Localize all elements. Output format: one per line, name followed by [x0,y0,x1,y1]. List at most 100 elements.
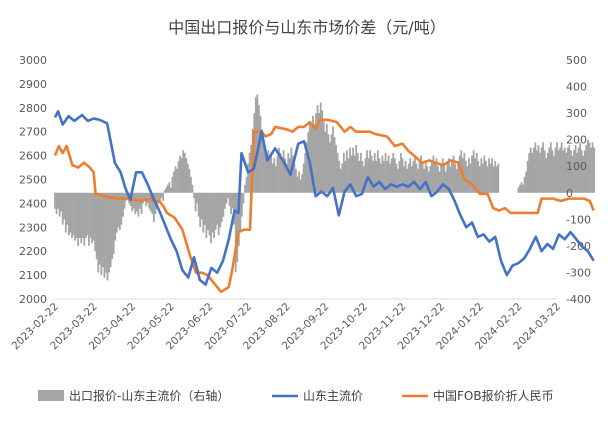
spread-bar [432,155,435,193]
spread-bar [393,158,396,193]
spread-bar [352,147,355,193]
spread-bar [179,155,182,193]
spread-bar [208,192,211,236]
spread-bar [304,152,307,193]
spread-bar [441,158,444,193]
right-tick-label: 300 [566,107,587,120]
spread-bar [478,166,481,193]
spread-bar [418,160,421,193]
spread-bar [149,192,152,212]
spread-bar [485,160,487,193]
spread-bar [451,160,453,193]
spread-bar [400,152,402,193]
spread-bar [216,192,219,225]
spread-bar [271,163,274,193]
spread-bar [225,192,228,204]
spread-bar [89,192,92,238]
spread-bar [468,158,470,193]
spread-bar [363,166,365,193]
spread-bar [472,150,475,193]
spread-bar [378,158,381,193]
spread-bar [415,163,418,193]
spread-bar [447,158,450,193]
spread-bar [449,166,452,193]
spread-bar [186,163,189,193]
spread-bar [117,192,120,228]
spread-bar [586,139,589,193]
spread-bar [100,192,103,276]
spread-bar [455,168,458,193]
spread-bar [409,158,412,193]
spread-bar [278,147,280,193]
right-tick-label: 100 [566,160,587,173]
spread-bar [330,134,333,193]
spread-bar [298,171,300,193]
spread-bar [301,174,304,193]
spread-bar [392,152,395,193]
spread-bar [486,166,489,193]
spread-bar [169,187,172,193]
spread-bar [420,155,422,193]
spread-bar [228,192,231,207]
legend: 出口报价-山东主流价（右轴） 山东主流价 中国FOB报价折人民币 [38,388,554,403]
spread-bar [364,158,367,193]
spread-bar [171,176,174,193]
spread-bar [464,160,467,193]
spread-bar [574,144,577,193]
spread-bar [69,192,72,233]
spread-bar [404,160,407,193]
spread-bar [185,158,188,193]
spread-bar [466,166,469,193]
spread-bar [262,139,265,193]
spread-bar [254,97,257,193]
spread-bar [590,147,592,193]
spread-bar [438,171,441,193]
right-tick-label: 500 [566,54,587,67]
spread-bar [495,166,498,193]
spread-bar [194,192,197,212]
spread-bar [236,192,239,262]
spread-bar [358,160,361,193]
spread-bar [106,192,109,281]
spread-bars [54,94,595,281]
spread-bar [444,171,447,193]
spread-bar [118,192,121,230]
spread-bar [536,150,538,193]
spread-bar [571,155,574,193]
spread-bar [370,155,373,193]
spread-bar [539,152,541,193]
legend-label: 山东主流价 [303,389,363,403]
spread-bar [452,155,455,193]
legend-label: 中国FOB报价折人民币 [433,388,554,403]
spread-bar [315,113,317,193]
left-tick-label: 2700 [19,126,47,139]
spread-bar [196,192,198,204]
spread-bar [546,152,549,193]
spread-bar [80,192,83,244]
spread-bar [242,192,245,204]
spread-bar [230,192,232,215]
spread-bar [54,192,56,209]
spread-bar [577,147,580,193]
spread-bar [523,176,526,193]
left-axis-ticks: 3000 2900 2800 2700 2600 2500 2400 2300 2200 2100… [19,54,47,306]
spread-bar [313,123,316,193]
spread-bar [143,192,146,201]
spread-bar [407,163,410,193]
spread-bar [219,192,222,228]
spread-bar [534,142,537,193]
spread-bar [57,192,59,209]
spread-bar [120,192,123,225]
spread-bar [274,166,277,193]
spread-bar [58,192,61,217]
spread-bar [519,184,521,193]
spread-bar [205,192,208,238]
spread-bar [200,192,203,220]
spread-bar [94,192,97,252]
spread-bar [220,192,223,222]
spread-bar [556,142,558,193]
legend-swatch-bar [38,390,64,401]
spread-bar [347,158,350,193]
spread-bar [101,192,104,268]
spread-bar [105,192,107,273]
